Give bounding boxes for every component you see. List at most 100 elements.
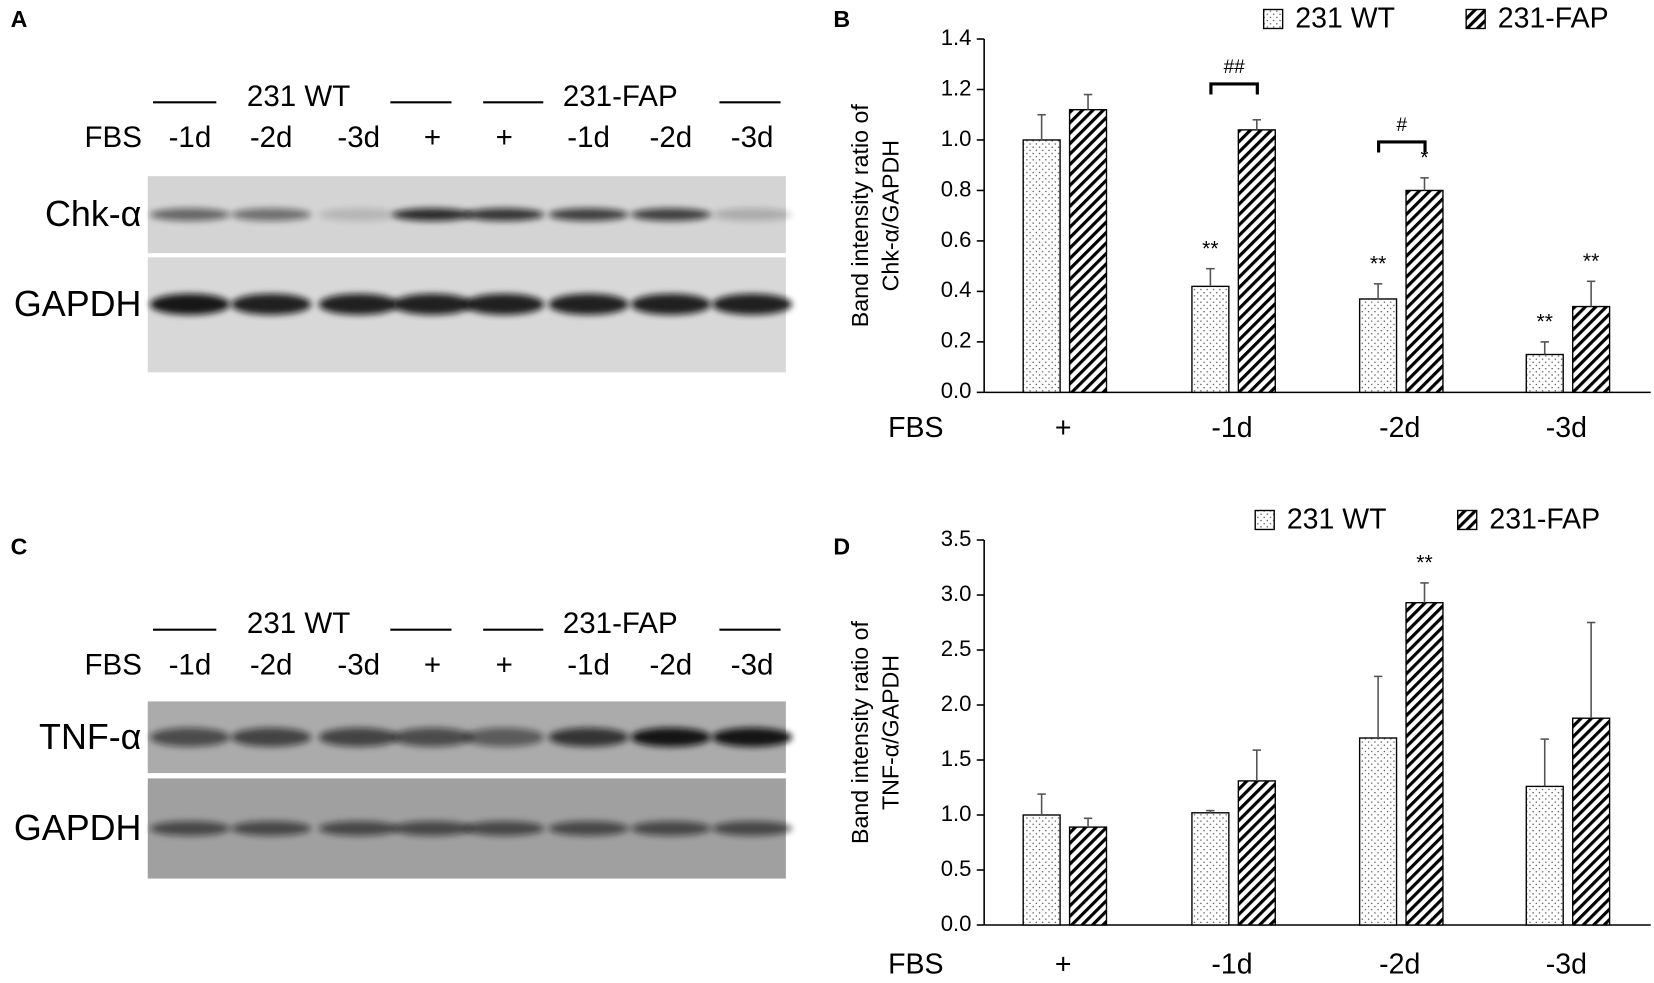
bar <box>1191 285 1230 394</box>
band <box>464 821 545 836</box>
x-tick-label: -1d <box>1211 412 1252 444</box>
significance-mark: ** <box>1416 552 1432 575</box>
band <box>149 293 231 315</box>
y-tick-label: 2.5 <box>941 636 972 661</box>
y-tick-label: 3.0 <box>941 581 972 606</box>
legend-label: 231 WT <box>1295 3 1395 35</box>
x-tick-label: -3d <box>1546 949 1587 981</box>
x-tick-label: -1d <box>1211 949 1252 981</box>
legend-label: 231 WT <box>1287 504 1387 536</box>
x-tick-label: -2d <box>1379 949 1420 981</box>
band <box>548 821 629 836</box>
legend-swatch <box>1254 509 1275 531</box>
bar <box>1358 298 1398 394</box>
y-tick-label: 0.2 <box>941 328 972 353</box>
significance-mark: ** <box>1202 237 1218 260</box>
y-tick-label: 0.5 <box>941 856 972 881</box>
band <box>548 293 629 315</box>
y-tick-label: 0.4 <box>941 277 972 302</box>
band <box>231 293 312 315</box>
band <box>392 293 473 315</box>
lane-label: -3d <box>337 121 380 154</box>
bar <box>1191 812 1230 926</box>
blot <box>147 257 786 373</box>
band <box>231 821 312 836</box>
panel-letter: B <box>833 6 850 32</box>
y-axis-label: Band intensity ratio of <box>847 104 873 328</box>
bracket <box>1209 82 1259 95</box>
band <box>548 727 629 747</box>
lane-label: -1d <box>567 648 610 681</box>
y-tick-label: 3.5 <box>941 526 972 551</box>
bar <box>1068 826 1108 926</box>
significance-mark: ** <box>1370 252 1386 275</box>
lane-label: -3d <box>731 121 774 154</box>
x-axis-label: FBS <box>888 412 943 444</box>
x-tick-label: + <box>1055 412 1072 444</box>
band <box>712 208 793 221</box>
legend-label: 231-FAP <box>1498 3 1609 35</box>
row-label: FBS <box>84 648 141 681</box>
bar <box>1405 602 1444 926</box>
y-tick-label: 1.4 <box>941 25 972 50</box>
significance-mark: ** <box>1583 250 1599 273</box>
lane-label: -3d <box>731 648 774 681</box>
band <box>712 821 793 836</box>
band <box>149 208 231 221</box>
legend-swatch <box>1465 8 1486 30</box>
band <box>548 208 629 221</box>
legend-label: 231-FAP <box>1489 504 1600 536</box>
band <box>712 727 793 747</box>
panel-letter: C <box>11 534 28 560</box>
blot-label: TNF-α <box>39 717 141 757</box>
bar <box>1237 129 1276 394</box>
band <box>712 293 793 315</box>
y-tick-label: 2.0 <box>941 691 972 716</box>
band <box>630 821 711 836</box>
band <box>318 727 399 747</box>
y-axis-label: Chk-α/GAPDH <box>878 140 904 291</box>
lane-label: -1d <box>169 648 212 681</box>
band <box>464 293 545 315</box>
band <box>464 208 545 221</box>
bar <box>1068 109 1108 394</box>
lane-label: -2d <box>250 121 293 154</box>
y-axis-label: Band intensity ratio of <box>847 620 873 844</box>
group-label: 231 WT <box>247 80 350 113</box>
bracket-label: # <box>1397 115 1408 136</box>
band <box>392 821 473 836</box>
band <box>149 821 231 836</box>
bracket <box>1377 140 1427 153</box>
lane-label: -2d <box>250 648 293 681</box>
significance-mark: * <box>1420 146 1428 169</box>
panel-letter: A <box>11 6 28 32</box>
y-axis-label: TNF-α/GAPDH <box>878 655 904 810</box>
band <box>231 208 312 221</box>
bracket-label: ## <box>1224 57 1246 78</box>
bar <box>1525 785 1564 926</box>
bar <box>1405 189 1444 394</box>
lane-label: -2d <box>650 648 693 681</box>
y-tick-label: 1.5 <box>941 746 972 771</box>
lane-label: + <box>424 648 441 681</box>
group-label: 231-FAP <box>563 607 678 640</box>
bar <box>1572 305 1611 394</box>
y-tick-label: 1.0 <box>941 126 972 151</box>
blot-label: GAPDH <box>14 808 142 848</box>
band <box>630 727 711 747</box>
y-tick-label: 0.0 <box>941 911 972 936</box>
bar <box>1237 780 1276 926</box>
band <box>392 727 473 747</box>
bar <box>1358 737 1398 926</box>
band <box>392 208 473 221</box>
row-label: FBS <box>84 121 141 154</box>
bar <box>1525 353 1564 394</box>
band <box>464 727 545 747</box>
y-tick-label: 0.0 <box>941 378 972 403</box>
y-tick-label: 1.0 <box>941 801 972 826</box>
panel-letter: D <box>833 534 850 560</box>
group-label: 231 WT <box>247 607 350 640</box>
blot-label: Chk-α <box>45 194 141 234</box>
